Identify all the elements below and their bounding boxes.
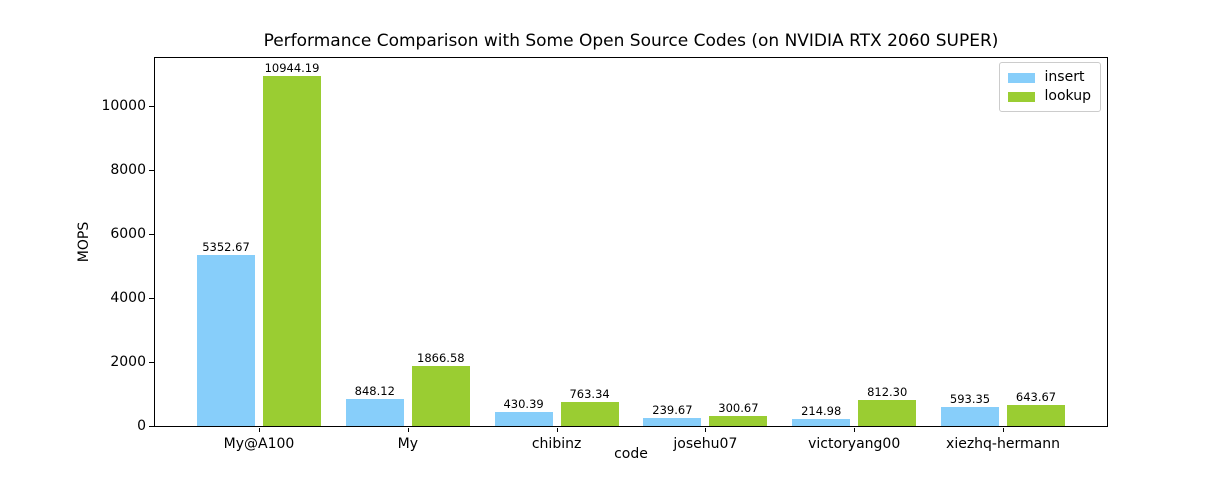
bar-value-label: 643.67 [1015, 390, 1057, 405]
y-tick-label: 6000 [110, 225, 146, 242]
bar-value-label: 214.98 [801, 404, 842, 419]
y-tick-mark [149, 297, 154, 299]
bar-value-label: 430.39 [503, 397, 544, 412]
x-tick-label: victoryang00 [808, 436, 901, 452]
chart-title: Performance Comparison with Some Open So… [263, 31, 999, 51]
x-axis: My@A100 My chibinz josehu07 victoryang00 xiez… [154, 427, 1108, 472]
bar-lookup-chibinz [560, 401, 619, 426]
bar-lookup-josehu07 [709, 416, 768, 426]
y-tick-mark [149, 361, 154, 363]
bar-lookup-victoryang00 [858, 400, 917, 426]
y-tick-label: 10000 [101, 97, 146, 114]
y-tick-label: 0 [137, 417, 146, 434]
x-axis-label: code [614, 446, 648, 462]
x-tick-label: xiezhq-hermann [946, 436, 1060, 452]
y-axis: 0 2000 4000 6000 8000 10000 [0, 57, 154, 434]
bar-insert-josehu07 [643, 418, 702, 426]
x-tick-mark [854, 428, 856, 432]
bar-lookup-My [411, 366, 470, 426]
bar-value-label: 10944.19 [264, 60, 320, 75]
x-tick-mark [407, 428, 409, 432]
legend-label-insert: insert [1044, 69, 1085, 85]
plot-area: insert lookup 5352.67 848.12 430.39 239.67 2… [154, 57, 1108, 427]
legend: insert lookup [998, 62, 1101, 112]
x-tick-label: My [397, 436, 418, 452]
bar-insert-xiezhq-hermann [941, 407, 999, 426]
bar-lookup-xiezhq-hermann [1007, 405, 1065, 426]
x-tick-mark [1003, 428, 1004, 432]
bar-insert-victoryang00 [792, 419, 851, 426]
y-tick-mark [149, 105, 154, 107]
insert-series-swatch [1007, 72, 1035, 83]
bar-value-label: 239.67 [652, 403, 693, 418]
bar-value-label: 763.34 [569, 386, 610, 401]
bar-value-label: 593.35 [949, 392, 991, 406]
bar-value-label: 848.12 [354, 383, 395, 398]
bar-value-label: 812.30 [867, 385, 908, 399]
y-tick-mark [149, 233, 154, 235]
bar-insert-My [345, 398, 404, 426]
bar-insert-chibinz [494, 412, 553, 426]
lookup-series-swatch [1007, 91, 1035, 102]
y-tick-label: 2000 [110, 353, 146, 370]
bar-value-label: 300.67 [718, 401, 759, 416]
bar-value-label: 5352.67 [202, 239, 250, 254]
x-tick-label: josehu07 [673, 436, 738, 452]
y-tick-label: 8000 [110, 161, 146, 178]
legend-item-insert: insert [1007, 68, 1091, 87]
x-tick-label: My@A100 [223, 436, 295, 452]
x-tick-mark [556, 428, 558, 432]
legend-item-lookup: lookup [1007, 87, 1091, 106]
x-tick-mark [259, 428, 260, 432]
y-tick-label: 4000 [110, 289, 146, 306]
x-tick-mark [705, 428, 707, 432]
y-tick-mark [149, 169, 154, 171]
x-tick-label: chibinz [531, 436, 582, 452]
legend-label-lookup: lookup [1044, 88, 1091, 104]
bar-lookup-My@A100 [263, 75, 321, 426]
bar-value-label: 1866.58 [417, 351, 465, 366]
bar-insert-My@A100 [197, 254, 255, 426]
y-tick-mark [149, 425, 154, 427]
